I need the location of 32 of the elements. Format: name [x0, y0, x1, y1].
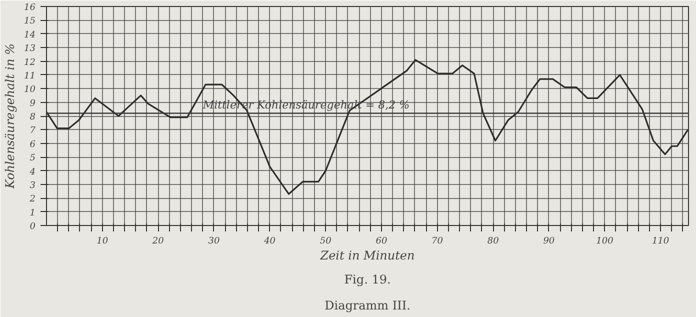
y-tick-label: 3 — [30, 180, 36, 191]
y-axis-title: Kohlensäuregehalt in % — [3, 43, 18, 190]
text: Fig. 19. — [344, 272, 391, 286]
y-tick-label: 11 — [24, 71, 36, 82]
x-tick-label: 30 — [208, 236, 220, 246]
y-tick-label: 9 — [30, 98, 36, 109]
x-tick-label: 20 — [151, 236, 164, 246]
x-tick-label: 100 — [596, 236, 614, 246]
text: Diagramm III. — [324, 298, 410, 312]
x-tick-label: 50 — [320, 236, 332, 246]
x-tick-label: 80 — [487, 236, 500, 246]
y-tick-label: 5 — [30, 154, 36, 164]
y-tick-label: 1 — [30, 208, 36, 218]
y-tick-label: 15 — [24, 16, 36, 27]
y-tick-label: 4 — [28, 167, 36, 178]
y-tick-label: 16 — [24, 3, 36, 13]
y-tick-label: 6 — [30, 140, 36, 150]
y-tick-label: 8 — [30, 112, 36, 122]
y-tick-label: 14 — [24, 30, 36, 40]
x-tick-label: 70 — [432, 236, 444, 246]
x-tick-label: 60 — [376, 236, 388, 246]
x-axis-title: Zeit in Minuten — [319, 248, 415, 262]
y-tick-label: 13 — [24, 44, 36, 54]
y-tick-label: 7 — [30, 126, 36, 136]
x-tick-label: 90 — [543, 236, 555, 246]
y-tick-label: 12 — [24, 58, 36, 68]
y-tick-label: 10 — [24, 85, 36, 96]
y-tick-label: 2 — [28, 194, 36, 205]
x-tick-label: 110 — [652, 236, 670, 246]
x-tick-label: 40 — [263, 236, 276, 246]
y-tick-label: 0 — [30, 222, 36, 232]
x-tick-label: 10 — [96, 236, 108, 246]
